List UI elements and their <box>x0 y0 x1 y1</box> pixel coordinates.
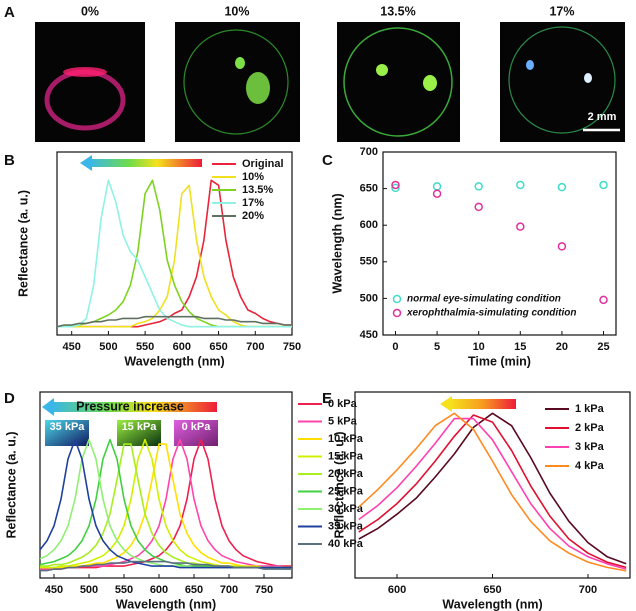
scatter-point <box>557 182 567 192</box>
plot-frame <box>39 391 293 579</box>
scatter-point <box>599 180 608 190</box>
line-series <box>39 438 292 569</box>
image-label: 17% <box>549 4 574 18</box>
scatter-point <box>432 189 442 198</box>
x-tick-label: 25 <box>597 341 609 353</box>
arrow-decoration <box>42 155 516 446</box>
plot-frame <box>354 391 631 579</box>
plot-frame <box>382 151 617 336</box>
x-tick-label: 700 <box>579 584 597 596</box>
legend-label: 3 kPa <box>575 441 605 453</box>
plot-frame <box>56 151 293 336</box>
line-series <box>56 315 292 328</box>
panel-letter: E <box>322 390 332 407</box>
y-tick-label: 600 <box>360 219 378 231</box>
y-tick-label: 500 <box>360 292 378 304</box>
y-axis-label: Wavelength (nm) <box>330 193 344 293</box>
legend-label: 2 kPa <box>575 422 605 434</box>
x-tick-label: 750 <box>283 341 301 353</box>
legend-label: 0 kPa <box>328 398 358 410</box>
legend-label: 17% <box>242 197 264 209</box>
image-label: 13.5% <box>380 4 415 18</box>
panel-letter: C <box>322 152 333 169</box>
legend-label: 1 kPa <box>575 403 605 415</box>
scatter-point <box>474 182 483 191</box>
y-axis-label: Reflectance (a. u.) <box>16 190 30 297</box>
panel-letter: A <box>4 4 15 21</box>
line-series <box>358 412 627 565</box>
scatter-point <box>557 242 567 251</box>
y-axis-label: Reflectance (a. u.) <box>4 432 18 539</box>
legend-marker <box>392 308 402 318</box>
x-tick-label: 500 <box>99 341 117 353</box>
x-tick-label: 5 <box>434 341 440 353</box>
scale-bar-label: 2 mm <box>588 111 617 123</box>
legend-label: 13.5% <box>242 184 273 196</box>
y-axis-label: Reflectance (a. u.) <box>332 432 346 539</box>
panel-letter: D <box>4 390 15 407</box>
legend-label: 40 kPa <box>328 538 364 550</box>
y-tick-label: 700 <box>360 146 378 158</box>
x-tick-label: 600 <box>388 584 406 596</box>
x-axis-label: Wavelength (nm) <box>124 354 224 368</box>
scatter-point <box>516 222 525 231</box>
x-tick-label: 450 <box>63 341 81 353</box>
scatter-point <box>391 180 400 190</box>
x-tick-label: 15 <box>514 341 526 353</box>
x-tick-label: 750 <box>255 584 273 596</box>
scatter-point <box>391 183 400 193</box>
inset-label: 0 kPa <box>182 421 212 433</box>
x-tick-label: 700 <box>220 584 238 596</box>
legend-label: 5 kPa <box>328 415 358 427</box>
line-series <box>40 438 292 570</box>
x-axis-label: Time (min) <box>468 354 531 368</box>
x-tick-label: 600 <box>173 341 191 353</box>
x-axis-label: Wavelength (nm) <box>442 597 542 611</box>
x-tick-label: 0 <box>392 341 398 353</box>
x-axis-label: Wavelength (nm) <box>116 597 216 611</box>
y-tick-label: 550 <box>360 256 378 268</box>
x-tick-label: 10 <box>473 341 485 353</box>
line-series <box>40 560 292 572</box>
legend-label: Original <box>242 158 284 170</box>
y-tick-label: 450 <box>360 329 378 341</box>
inset-label: 35 kPa <box>50 421 86 433</box>
arrow-label: Pressure increase <box>76 399 184 413</box>
x-tick-label: 650 <box>209 341 227 353</box>
x-tick-label: 20 <box>556 341 568 353</box>
line-series <box>39 438 292 569</box>
legend-label: xerophthalmia-simulating condition <box>406 308 576 319</box>
legend-label: 10% <box>242 171 264 183</box>
legend-label: normal eye-simulating condition <box>407 294 561 305</box>
panel-letter: B <box>4 152 15 169</box>
x-tick-label: 650 <box>483 584 501 596</box>
scatter-point <box>432 182 442 191</box>
line-series <box>39 438 292 569</box>
x-tick-label: 500 <box>80 584 98 596</box>
line-series <box>358 417 627 570</box>
line-series <box>57 179 292 328</box>
line-series <box>358 414 627 569</box>
y-tick-label: 650 <box>360 183 378 195</box>
x-tick-label: 700 <box>246 341 264 353</box>
legend-label: 4 kPa <box>575 460 605 472</box>
legend-label: 20% <box>242 210 264 222</box>
line-series <box>358 412 627 572</box>
x-tick-label: 600 <box>150 584 168 596</box>
x-tick-label: 450 <box>45 584 63 596</box>
x-tick-label: 650 <box>185 584 203 596</box>
image-label: 0% <box>81 4 99 18</box>
x-tick-label: 550 <box>115 584 133 596</box>
image-label: 10% <box>224 4 249 18</box>
scatter-point <box>516 180 525 190</box>
scatter-point <box>474 202 483 212</box>
scatter-point <box>599 295 608 305</box>
inset-label: 15 kPa <box>122 421 158 433</box>
panel-a-images <box>35 22 625 142</box>
x-tick-label: 550 <box>136 341 154 353</box>
legend-marker <box>392 294 402 304</box>
